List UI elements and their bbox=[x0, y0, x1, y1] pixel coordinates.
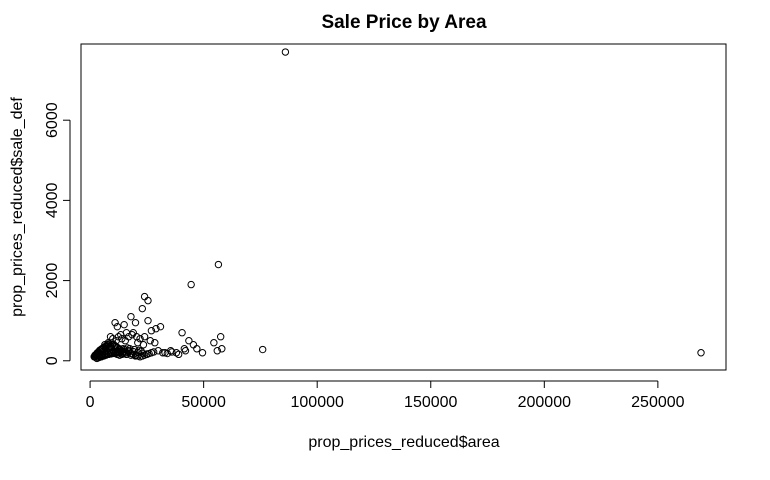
data-point bbox=[174, 350, 183, 359]
data-point bbox=[131, 318, 140, 327]
data-point bbox=[149, 348, 158, 356]
data-point bbox=[181, 347, 190, 355]
data-point bbox=[154, 347, 162, 355]
data-point bbox=[124, 347, 133, 355]
data-point bbox=[127, 351, 135, 359]
data-point bbox=[97, 351, 106, 360]
data-point bbox=[214, 260, 223, 269]
data-point bbox=[156, 322, 165, 331]
data-point bbox=[106, 350, 115, 358]
data-point bbox=[193, 345, 201, 353]
data-point bbox=[131, 352, 140, 360]
data-point bbox=[140, 333, 149, 341]
data-point bbox=[213, 347, 221, 355]
data-point bbox=[134, 348, 142, 357]
data-point bbox=[147, 327, 156, 335]
data-point bbox=[189, 341, 198, 349]
data-point bbox=[117, 331, 125, 339]
data-point bbox=[136, 335, 144, 343]
data-point bbox=[120, 347, 128, 356]
data-point bbox=[138, 349, 147, 357]
data-point bbox=[113, 322, 122, 331]
data-point bbox=[178, 329, 186, 337]
data-point bbox=[129, 347, 137, 356]
data-point bbox=[187, 280, 195, 289]
x-tick-label: 50000 bbox=[181, 394, 226, 411]
y-tick-label: 4000 bbox=[44, 182, 61, 218]
x-tick-label: 200000 bbox=[518, 394, 571, 411]
chart-title: Sale Price by Area bbox=[321, 12, 487, 33]
x-tick-label: 0 bbox=[86, 394, 95, 411]
x-tick-label: 250000 bbox=[631, 394, 684, 411]
data-point bbox=[115, 348, 124, 357]
data-point bbox=[218, 345, 226, 353]
data-point bbox=[139, 341, 148, 349]
data-point bbox=[140, 292, 149, 301]
plot-frame bbox=[80, 43, 727, 371]
data-point bbox=[216, 333, 225, 341]
data-point bbox=[258, 345, 267, 354]
data-point bbox=[146, 337, 154, 345]
data-point bbox=[697, 349, 705, 357]
x-tick-label: 100000 bbox=[291, 394, 344, 411]
x-tick-label: 150000 bbox=[404, 394, 457, 411]
x-axis: 0 50000 100000 150000 200000 250000 bbox=[86, 380, 685, 411]
data-point bbox=[120, 320, 128, 329]
data-point bbox=[151, 339, 159, 347]
y-tick-label: 6000 bbox=[44, 102, 61, 138]
data-point bbox=[198, 349, 207, 357]
data-point bbox=[138, 304, 147, 313]
data-point bbox=[152, 324, 160, 333]
data-point bbox=[159, 349, 167, 357]
data-point bbox=[111, 349, 119, 357]
data-point bbox=[168, 348, 176, 356]
data-point bbox=[144, 296, 152, 305]
data-point bbox=[210, 339, 218, 347]
data-point bbox=[143, 350, 151, 358]
x-axis-label: prop_prices_reduced$area bbox=[308, 434, 499, 451]
y-axis-label: prop_prices_reduced$sale_def bbox=[9, 97, 26, 317]
data-point bbox=[185, 337, 193, 345]
data-point bbox=[127, 312, 135, 321]
data-point bbox=[281, 48, 290, 56]
y-axis: 0 2000 4000 6000 bbox=[44, 102, 71, 365]
data-point bbox=[144, 316, 152, 325]
data-point bbox=[111, 318, 119, 327]
y-tick-label: 0 bbox=[44, 356, 61, 365]
data-points bbox=[90, 48, 705, 363]
y-tick-label: 2000 bbox=[44, 263, 61, 299]
data-point bbox=[128, 331, 136, 339]
data-point bbox=[102, 351, 110, 359]
data-point bbox=[163, 349, 172, 358]
